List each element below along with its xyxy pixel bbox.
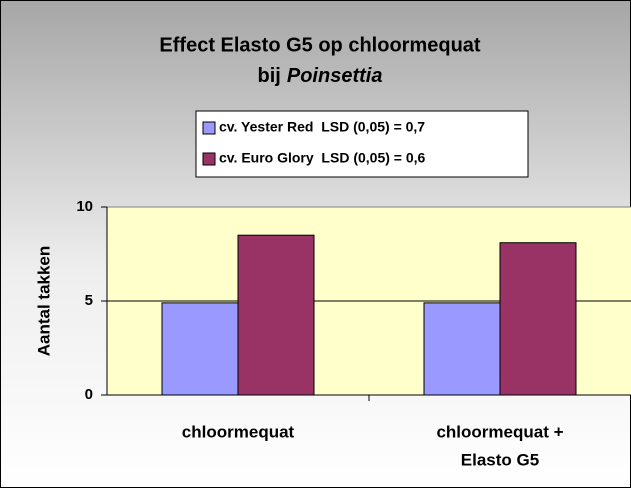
x-tick-label: chloormequat + — [436, 422, 563, 441]
bar — [161, 302, 239, 396]
bar — [499, 242, 577, 396]
y-tick-label: 0 — [85, 386, 93, 403]
legend-label: cv. Yester Red LSD (0,05) = 0,7 — [219, 119, 425, 135]
bar — [237, 234, 315, 396]
y-tick-label: 5 — [85, 292, 93, 309]
legend-swatch — [202, 121, 216, 135]
y-axis-label: Aantal takken — [34, 246, 53, 357]
chart-title: bij Poinsettia — [258, 65, 383, 87]
x-tick-label: chloormequat — [182, 422, 295, 441]
chart-title: Effect Elasto G5 op chloormequat — [159, 34, 481, 56]
bar — [423, 302, 501, 396]
legend-label: cv. Euro Glory LSD (0,05) = 0,6 — [219, 150, 426, 166]
legend — [195, 110, 529, 178]
y-tick-label: 10 — [76, 198, 93, 215]
chart-title: bij — [258, 65, 281, 87]
chart-title: Poinsettia — [287, 65, 383, 87]
legend-swatch — [202, 152, 216, 166]
x-tick-label: Elasto G5 — [461, 450, 539, 469]
